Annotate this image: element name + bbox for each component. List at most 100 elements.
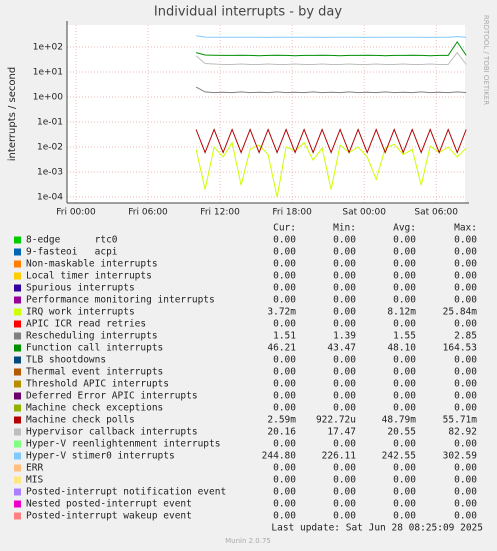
legend-stat: 0.00: [393, 283, 416, 294]
legend-swatch: [14, 236, 21, 244]
legend-stat: 2.85: [454, 331, 477, 342]
legend-label: Hyper-V reenlightenment interrupts: [26, 439, 220, 450]
legend-stat: 8.12m: [387, 307, 416, 318]
legend-swatch: [14, 500, 21, 508]
legend-stat: 0.00: [454, 511, 477, 522]
legend-stat: 0.00: [273, 271, 296, 282]
legend-label: Posted-interrupt wakeup event: [26, 511, 192, 522]
legend-label: Deferred Error APIC interrupts: [26, 391, 198, 402]
column-header: Max:: [454, 223, 477, 234]
legend-stat: 55.71m: [443, 415, 478, 426]
legend-stat: 302.59: [443, 451, 478, 462]
legend-stat: 922.72u: [316, 415, 356, 426]
legend-stat: 0.00: [393, 259, 416, 270]
legend-stat: 0.00: [454, 295, 477, 306]
column-header: Cur:: [273, 223, 296, 234]
y-tick-label: 1e+01: [33, 68, 63, 78]
legend-stat: 0.00: [273, 463, 296, 474]
legend-swatch: [14, 284, 21, 292]
legend-swatch: [14, 380, 21, 388]
legend-stat: 0.00: [333, 271, 356, 282]
legend-label: Nested posted-interrupt event: [26, 499, 192, 510]
legend-stat: 0.00: [273, 283, 296, 294]
legend-stat: 0.00: [393, 247, 416, 258]
y-tick-label: 1e+02: [33, 43, 63, 53]
x-tick-label: Fri 06:00: [128, 208, 168, 218]
legend-stat: 164.53: [443, 343, 477, 354]
series-line: [195, 51, 467, 65]
series-line: [195, 128, 467, 154]
y-tick-label: 1e-03: [37, 167, 63, 177]
legend-stat: 0.00: [273, 439, 296, 450]
legend-label: Hypervisor callback interrupts: [26, 427, 198, 438]
legend-swatch: [14, 452, 21, 460]
legend-stat: 0.00: [454, 379, 477, 390]
legend-swatch: [14, 248, 21, 256]
legend-stat: 0.00: [333, 511, 356, 522]
legend-stat: 1.39: [333, 331, 356, 342]
legend-stat: 0.00: [393, 319, 416, 330]
legend-stat: 0.00: [393, 487, 416, 498]
x-tick-label: Sat 00:00: [342, 208, 386, 218]
legend-stat: 0.00: [454, 247, 477, 258]
legend-stat: 0.00: [333, 283, 356, 294]
legend-swatch: [14, 260, 21, 268]
legend-swatch: [14, 308, 21, 316]
x-tick-label: Fri 12:00: [200, 208, 240, 218]
legend-stat: 0.00: [333, 379, 356, 390]
y-axis-label: interrupts / second: [7, 67, 18, 161]
y-tick-label: 1e-04: [37, 192, 63, 202]
footer: Munin 2.0.75: [225, 537, 271, 545]
legend-swatch: [14, 488, 21, 496]
legend-stat: 0.00: [333, 403, 356, 414]
legend-stat: 0.00: [393, 235, 416, 246]
plot-area: [67, 25, 465, 203]
legend-stat: 17.47: [327, 427, 356, 438]
legend-stat: 0.00: [454, 235, 477, 246]
legend-stat: 0.00: [454, 475, 477, 486]
legend-stat: 0.00: [393, 295, 416, 306]
series-line: [195, 40, 467, 57]
legend-stat: 1.55: [393, 331, 416, 342]
last-update: Last update: Sat Jun 28 08:25:09 2025: [271, 523, 483, 534]
legend-label: Thermal event interrupts: [26, 367, 163, 378]
legend-swatch: [14, 356, 21, 364]
legend-swatch: [14, 512, 21, 520]
series-line: [195, 86, 467, 94]
legend-stat: 0.00: [454, 367, 477, 378]
legend-stat: 2.59m: [267, 415, 296, 426]
legend-stat: 0.00: [333, 463, 356, 474]
legend-stat: 0.00: [333, 487, 356, 498]
x-tick-label: Fri 18:00: [272, 208, 312, 218]
legend-stat: 0.00: [273, 295, 296, 306]
legend-stat: 0.00: [273, 511, 296, 522]
legend-label: 8-edge rtc0: [26, 235, 118, 246]
legend-stat: 0.00: [454, 499, 477, 510]
legend-stat: 3.72m: [267, 307, 296, 318]
legend-stat: 226.11: [322, 451, 357, 462]
legend-swatch: [14, 464, 21, 472]
legend-stat: 0.00: [393, 475, 416, 486]
legend-label: Non-maskable interrupts: [26, 259, 158, 270]
legend-stat: 0.00: [333, 391, 356, 402]
legend-label: Hyper-V stimer0 interrupts: [26, 451, 175, 462]
legend-stat: 0.00: [273, 355, 296, 366]
legend-stat: 82.92: [448, 427, 477, 438]
legend-stat: 0.00: [333, 475, 356, 486]
legend-stat: 0.00: [454, 271, 477, 282]
legend-stat: 0.00: [393, 271, 416, 282]
legend-stat: 0.00: [333, 259, 356, 270]
legend-stat: 0.00: [273, 403, 296, 414]
legend-stat: 0.00: [333, 307, 356, 318]
legend-label: Local timer interrupts: [26, 271, 152, 282]
legend-label: APIC ICR read retries: [26, 319, 146, 330]
legend-stat: 0.00: [454, 391, 477, 402]
legend-stat: 0.00: [333, 367, 356, 378]
y-tick-label: 1e-02: [37, 143, 63, 153]
legend-swatch: [14, 368, 21, 376]
legend-swatch: [14, 428, 21, 436]
legend-stat: 48.10: [387, 343, 416, 354]
legend-label: Threshold APIC interrupts: [26, 379, 169, 390]
legend-stat: 0.00: [454, 403, 477, 414]
